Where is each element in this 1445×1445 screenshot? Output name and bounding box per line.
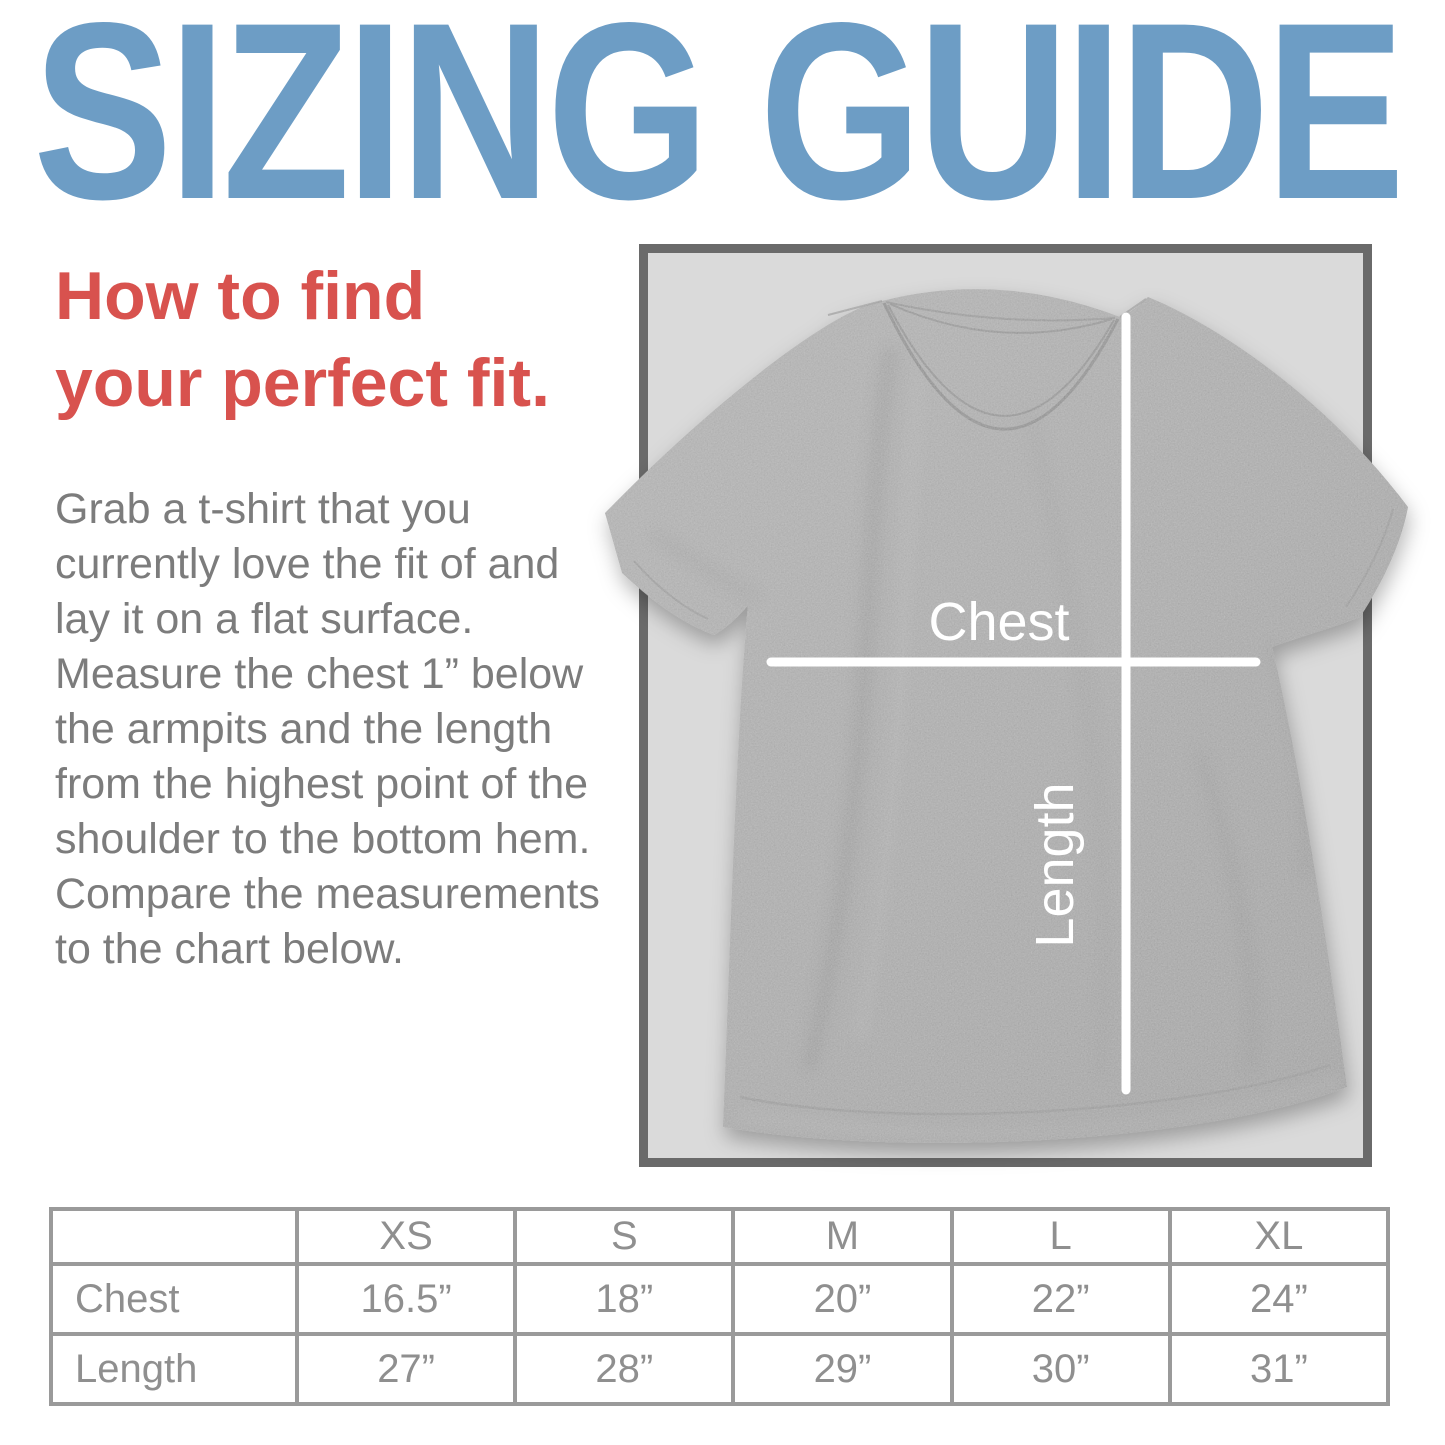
size-col-xl: XL	[1167, 1207, 1391, 1266]
size-col-xs: XS	[294, 1207, 518, 1266]
length-xs: 27”	[294, 1332, 518, 1406]
page-title: SIZING GUIDE	[33, 0, 1405, 252]
length-l: 30”	[949, 1332, 1172, 1406]
size-chart-corner-cell	[49, 1207, 299, 1266]
chest-s: 18”	[513, 1262, 736, 1336]
intro-paragraph: Grab a t-shirt that you currently love t…	[55, 485, 600, 974]
chest-row: Chest 16.5” 18” 20” 22” 24”	[49, 1262, 1391, 1336]
length-m: 29”	[731, 1332, 954, 1406]
tshirt-image	[605, 289, 1408, 1143]
size-col-l: L	[949, 1207, 1172, 1266]
collar-stitching	[882, 301, 1120, 431]
length-s: 28”	[513, 1332, 736, 1406]
chest-row-label: Chest	[49, 1262, 299, 1336]
length-label: Length	[1025, 782, 1085, 947]
intro-heading: How to find your perfect fit.	[55, 258, 550, 422]
length-row-label: Length	[49, 1332, 299, 1406]
size-chart-table: XS S M L XL Chest 16.5” 18” 20” 22” 24” …	[49, 1207, 1391, 1406]
chest-l: 22”	[949, 1262, 1172, 1336]
chest-label: Chest	[928, 592, 1069, 652]
size-col-m: M	[731, 1207, 954, 1266]
chest-xl: 24”	[1167, 1262, 1391, 1336]
size-chart-header-row: XS S M L XL	[49, 1207, 1391, 1266]
chest-xs: 16.5”	[294, 1262, 518, 1336]
size-col-s: S	[513, 1207, 736, 1266]
tshirt-measurement-diagram: Chest Length	[605, 244, 1408, 1167]
length-xl: 31”	[1167, 1332, 1391, 1406]
chest-m: 20”	[731, 1262, 954, 1336]
length-row: Length 27” 28” 29” 30” 31”	[49, 1332, 1391, 1406]
